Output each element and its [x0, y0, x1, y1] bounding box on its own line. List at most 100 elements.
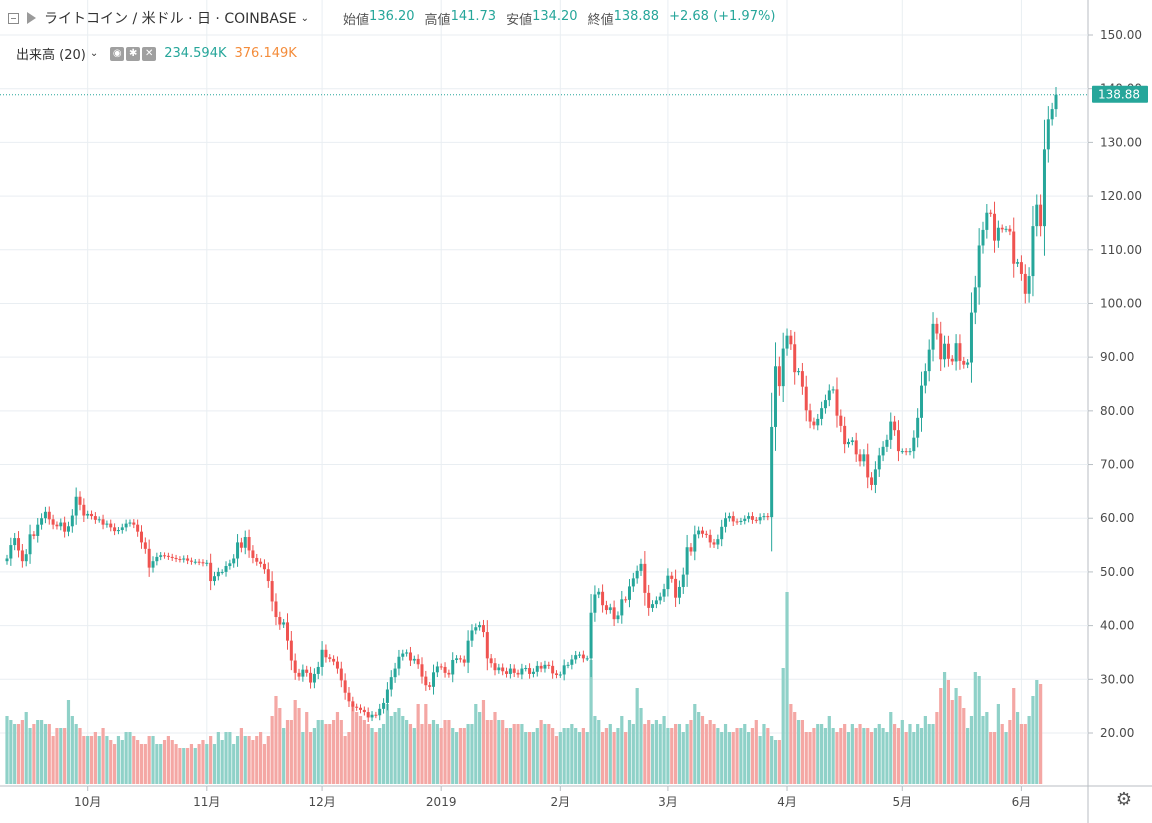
- candle-body: [351, 701, 355, 707]
- volume-bar: [362, 720, 366, 784]
- chevron-down-icon[interactable]: ⌄: [89, 48, 99, 59]
- volume-bar: [435, 724, 439, 784]
- volume-bar: [109, 740, 113, 784]
- candle-body: [316, 666, 320, 674]
- candle-body: [362, 709, 366, 713]
- candle-body: [5, 558, 9, 562]
- candle-body: [739, 520, 743, 522]
- candle-body: [66, 526, 70, 532]
- volume-bar: [397, 708, 401, 784]
- candle-body: [13, 538, 17, 546]
- candle-body: [378, 708, 382, 716]
- candle-body: [908, 451, 912, 453]
- volume-bar: [935, 712, 939, 784]
- candle-body: [47, 511, 51, 520]
- candle-body: [789, 335, 793, 345]
- candle-body: [424, 676, 428, 686]
- x-tick-label: 6月: [1012, 795, 1032, 809]
- time-axis[interactable]: 10月 11月 12月 2019 2月 3月 4月 5月 6月: [74, 786, 1031, 809]
- price-axis[interactable]: 150.00140.00130.00120.00110.00100.0090.0…: [1088, 28, 1142, 740]
- volume-bar: [754, 720, 758, 784]
- volume-bar: [228, 732, 232, 784]
- volume-bar: [604, 728, 609, 784]
- volume-bar: [562, 728, 566, 784]
- volume-bar: [343, 736, 347, 784]
- volume-bar: [735, 728, 739, 784]
- candle-body: [262, 563, 266, 570]
- volume-bar: [789, 704, 793, 784]
- candle-body: [255, 557, 259, 562]
- volume-bar: [478, 712, 482, 784]
- volume-bar: [612, 732, 616, 784]
- candle-body: [847, 441, 851, 445]
- volume-bar: [324, 724, 328, 784]
- candle-body: [754, 519, 758, 521]
- volume-bar: [662, 716, 666, 784]
- volume-bar: [255, 736, 259, 784]
- close-label: 終値: [587, 12, 614, 28]
- candle-body: [451, 659, 455, 675]
- candle-body: [651, 604, 655, 608]
- candle-body: [251, 550, 255, 558]
- volume-bar: [82, 736, 86, 784]
- volume-bar: [812, 728, 816, 784]
- volume-bar: [424, 704, 428, 784]
- visibility-icon[interactable]: ◉: [110, 46, 125, 61]
- volume-bar: [597, 720, 601, 784]
- volume-bar: [973, 672, 977, 784]
- candle-body: [735, 521, 739, 523]
- settings-icon[interactable]: ✱: [126, 46, 141, 61]
- candle-body: [382, 702, 386, 709]
- volume-bar: [128, 732, 132, 784]
- volume-bar: [900, 720, 904, 784]
- x-tick-label: 12月: [308, 795, 335, 809]
- candle-body: [712, 542, 716, 545]
- ohlc-values: 始値 136.20 高値 141.73 安値 134.20 終値 138.88 +2.6…: [333, 9, 775, 28]
- candle-body: [743, 518, 747, 521]
- gear-icon[interactable]: ⚙: [1115, 789, 1133, 810]
- candle-body: [428, 685, 432, 687]
- flag-icon[interactable]: [27, 12, 36, 24]
- volume-indicator-name[interactable]: 出来高 (20): [16, 48, 86, 63]
- volume-bar: [297, 708, 301, 784]
- candle-body: [293, 660, 297, 673]
- y-tick-label: 70.00: [1100, 458, 1134, 472]
- volume-bar: [481, 700, 486, 784]
- candle-body: [727, 516, 731, 519]
- candle-body: [724, 518, 728, 527]
- candle-body: [877, 455, 881, 470]
- candle-body: [481, 625, 485, 633]
- volume-bar: [631, 724, 635, 784]
- volume-bar: [143, 744, 147, 784]
- candle-body: [143, 542, 147, 549]
- candle-body: [831, 389, 835, 391]
- y-tick-label: 150.00: [1100, 28, 1142, 42]
- volume-bar: [854, 728, 858, 784]
- volume-value-1: 234.594K: [164, 46, 227, 61]
- volume-bar: [278, 708, 282, 784]
- volume-bar: [693, 704, 697, 784]
- candle-body: [305, 669, 309, 673]
- volume-bar: [823, 728, 828, 784]
- symbol-title[interactable]: ライトコイン / 米ドル · 日 · COINBASE ⌄: [44, 8, 309, 28]
- volume-bar: [677, 724, 682, 784]
- volume-bar: [585, 732, 589, 784]
- volume-bar: [608, 724, 612, 784]
- volume-bar: [389, 716, 393, 784]
- candle-body: [247, 537, 251, 551]
- candle-body: [585, 658, 589, 660]
- candle-body: [343, 680, 347, 693]
- volume-bar: [385, 704, 390, 784]
- candle-body: [554, 673, 558, 676]
- volume-bar: [916, 724, 920, 784]
- candle-body: [1042, 149, 1046, 227]
- volume-bar: [308, 732, 313, 784]
- candle-body: [120, 527, 124, 531]
- candle-body: [639, 563, 643, 571]
- chevron-down-icon[interactable]: ⌄: [300, 12, 310, 24]
- open-label: 始値: [343, 12, 370, 28]
- close-icon[interactable]: ✕: [142, 46, 157, 61]
- candle-body: [155, 556, 159, 562]
- collapse-icon[interactable]: [8, 12, 19, 24]
